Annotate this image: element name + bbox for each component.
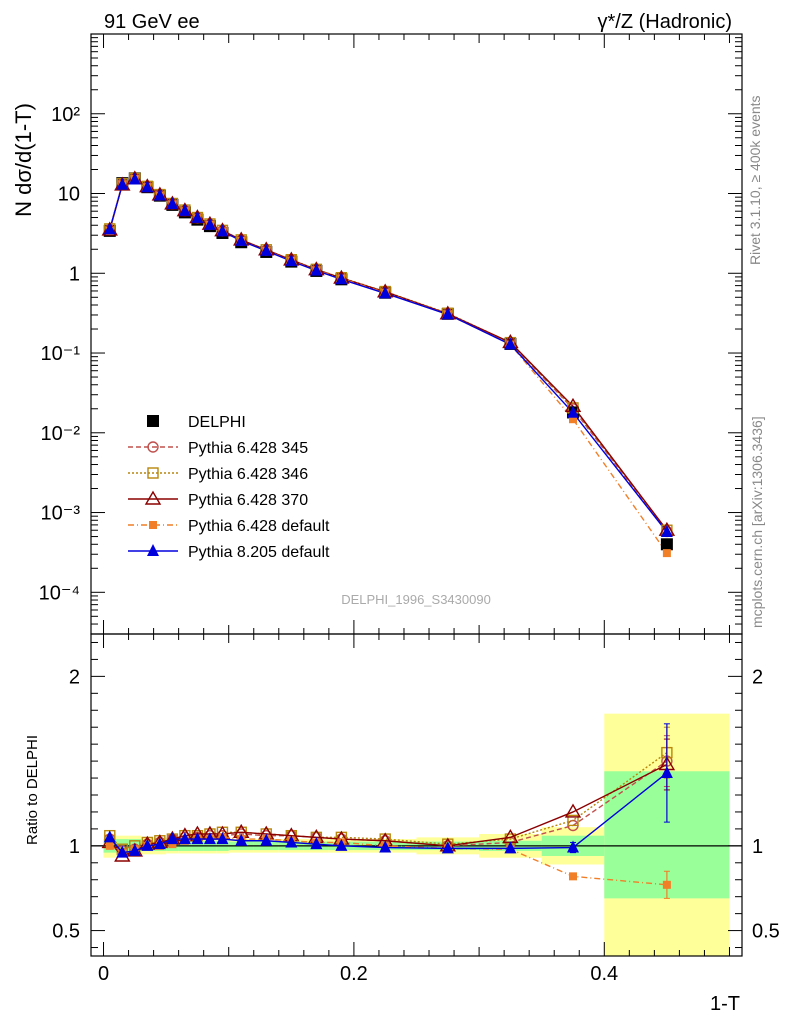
ratio-point — [103, 830, 116, 843]
y-tick-label: 1 — [69, 263, 80, 285]
mc-point — [166, 197, 179, 210]
legend-marker — [147, 467, 159, 479]
mc-point — [504, 337, 517, 350]
ratio-panel: 0 0.2 0.4 0.5 0.5 1 1 2 2 — [52, 633, 780, 985]
mc-point — [310, 263, 323, 276]
ratio-point — [566, 840, 579, 853]
ratio-y-tick-label-right: 2 — [752, 666, 763, 688]
ratio-point — [564, 803, 582, 818]
legend-marker — [147, 441, 159, 453]
ratio-point — [178, 832, 191, 845]
legend-label: Pythia 6.428 default — [188, 518, 330, 535]
ratio-point — [153, 837, 166, 850]
ratio-y-tick-label: 2 — [69, 666, 80, 688]
mc-point — [441, 307, 454, 320]
ratio-y-tick-label: 0.5 — [52, 921, 80, 943]
ratio-series-line — [109, 752, 668, 851]
y-tick-label: 10² — [51, 104, 80, 126]
legend-marker — [147, 415, 159, 427]
ratio-point — [310, 837, 323, 850]
mc-point — [141, 180, 154, 193]
ratio-point — [662, 880, 671, 889]
ratio-y-axis-title: Ratio to DELPHI — [24, 735, 41, 845]
mc-point — [116, 177, 129, 190]
legend-label: DELPHI — [188, 414, 246, 431]
mc-point — [191, 210, 204, 223]
ratio-point — [105, 841, 114, 850]
main-y-axis-title: N dσ/d(1-T) — [11, 103, 36, 217]
mc-point — [568, 415, 577, 424]
mc-point — [128, 172, 141, 185]
x-tick-label: 0.2 — [340, 963, 368, 985]
ratio-point — [191, 832, 204, 845]
mcplots-label: mcplots.cern.ch [arXiv:1306.3436] — [749, 416, 765, 628]
mc-point — [203, 217, 216, 230]
mc-point — [103, 222, 116, 235]
header-right-label: γ*/Z (Hadronic) — [598, 11, 732, 33]
legend-label: Pythia 8.205 default — [188, 544, 330, 561]
mc-point — [178, 203, 191, 216]
ratio-point — [203, 832, 216, 845]
ratio-point — [141, 838, 154, 851]
y-tick-label: 10⁻² — [41, 423, 81, 445]
mc-point — [379, 286, 392, 299]
ratio-series-line — [109, 760, 668, 852]
ratio-point — [441, 841, 454, 854]
ratio-point — [285, 835, 298, 848]
legend-marker — [147, 544, 159, 556]
y-tick-label: 10⁻¹ — [41, 343, 81, 365]
analysis-label: DELPHI_1996_S3430090 — [341, 592, 491, 607]
y-tick-label: 10 — [58, 184, 80, 206]
mc-point — [285, 254, 298, 267]
mc-point — [216, 224, 229, 237]
mc-point — [660, 525, 673, 538]
ratio-point — [660, 765, 673, 778]
y-tick-label: 10⁻⁴ — [39, 582, 80, 604]
ratio-point — [128, 843, 141, 856]
header-left-label: 91 GeV ee — [104, 11, 200, 33]
ratio-point — [168, 840, 177, 849]
x-tick-label: 0 — [98, 963, 109, 985]
ratio-point — [567, 814, 579, 827]
ratio-point — [568, 872, 577, 881]
mc-point — [235, 233, 248, 246]
mc-point — [662, 549, 671, 558]
ratio-point — [504, 841, 517, 854]
y-tick-label: 10⁻³ — [41, 503, 81, 525]
mc-point — [335, 272, 348, 285]
ratio-point — [260, 833, 273, 846]
ratio-y-tick-label-right: 1 — [752, 836, 763, 858]
legend-label: Pythia 6.428 370 — [188, 492, 308, 509]
ratio-point — [166, 832, 179, 845]
ratio-point — [216, 832, 229, 845]
legend-marker — [144, 490, 162, 505]
ratio-point — [379, 840, 392, 853]
x-tick-label: 0.4 — [590, 963, 618, 985]
data-point — [660, 538, 673, 551]
ratio-y-tick-label-right: 0.5 — [752, 921, 780, 943]
main-panel: 10⁻⁴ 10⁻³ 10⁻² 10⁻¹ 1 10 10² — [39, 33, 743, 635]
legend-marker — [149, 521, 157, 529]
mc-point — [153, 188, 166, 201]
mc-point — [566, 405, 579, 418]
legend-label: Pythia 6.428 346 — [188, 466, 308, 483]
legend: DELPHI Pythia 6.428 345 Pythia 6.428 346 Py… — [128, 414, 330, 561]
ratio-y-tick-label: 1 — [69, 836, 80, 858]
ratio-point — [116, 845, 129, 858]
ratio-point — [335, 838, 348, 851]
mc-point — [260, 243, 273, 256]
rivet-version-label: Rivet 3.1.10, ≥ 400k events — [747, 95, 763, 265]
x-axis-title: 1-T — [710, 993, 740, 1015]
legend-label: Pythia 6.428 345 — [188, 440, 308, 457]
ratio-point — [235, 833, 248, 846]
